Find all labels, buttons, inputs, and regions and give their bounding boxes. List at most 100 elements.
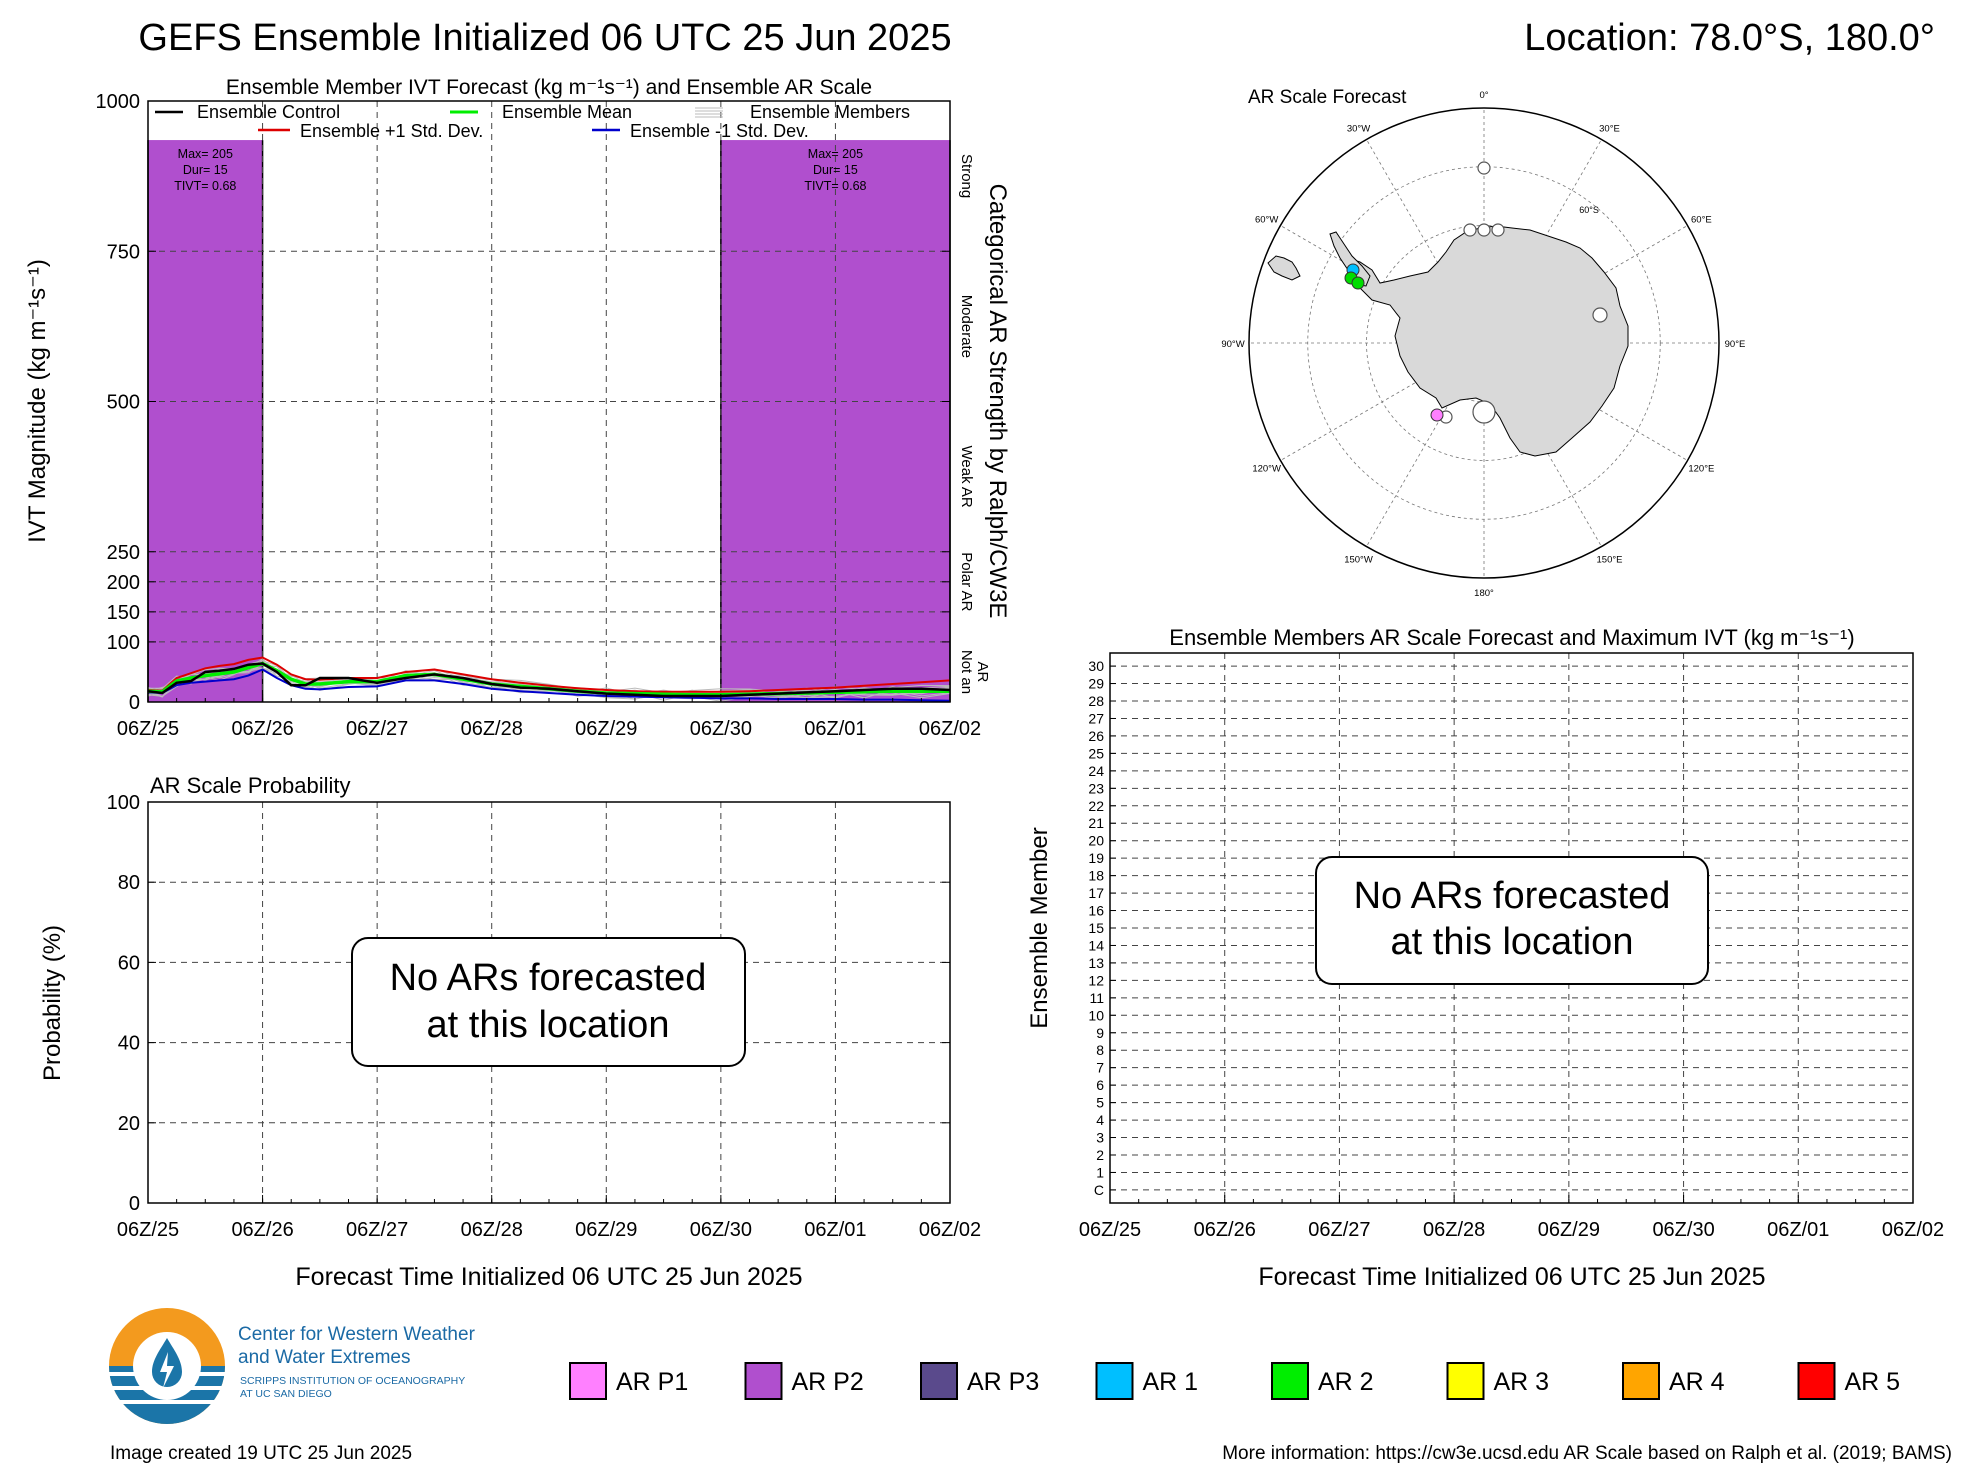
legend-swatch-label: AR P3 — [967, 1368, 1039, 1396]
legend-swatch-ar-p3 — [920, 1362, 958, 1400]
map-title: AR Scale Forecast — [1248, 87, 1407, 108]
members-y-tick-label: 24 — [1088, 763, 1104, 779]
ivt-y-tick-label: 750 — [107, 241, 140, 263]
logo-line4: AT UC SAN DIEGO — [240, 1388, 332, 1400]
ar-event-stat: TIVT= 0.68 — [174, 179, 236, 193]
probability-x-tick-label: 06Z/29 — [575, 1219, 637, 1241]
legend-swatch-ar-p1 — [569, 1362, 607, 1400]
ivt-series-lines — [147, 656, 951, 702]
legend-swatch-label: AR 4 — [1669, 1368, 1725, 1396]
map-marker-open — [1463, 223, 1477, 237]
probability-x-tick-label: 06Z/02 — [919, 1219, 981, 1241]
legend-swatch-label: AR P2 — [792, 1368, 864, 1396]
ivt-right-axis-label: Categorical AR Strength by Ralph/CW3E — [984, 184, 1011, 619]
ivt-x-tick-label: 06Z/30 — [690, 718, 752, 740]
legend-swatch-label: AR 2 — [1318, 1368, 1374, 1396]
map-longitude-label: 150°W — [1344, 555, 1373, 566]
probability-message-line1: No ARs forecasted — [390, 957, 707, 999]
members-y-tick-label: 19 — [1088, 850, 1104, 866]
ivt-y-tick-label: 250 — [107, 542, 140, 564]
probability-y-axis-label: Probability (%) — [39, 925, 66, 1081]
map-longitude-label: 60°E — [1691, 215, 1712, 226]
members-x-tick-label: 06Z/27 — [1308, 1219, 1370, 1241]
page-title: GEFS Ensemble Initialized 06 UTC 25 Jun … — [138, 17, 951, 59]
map-longitude-label: 60°W — [1255, 215, 1278, 226]
probability-y-tick-label: 100 — [107, 792, 140, 814]
ivt-x-tick-label: 06Z/26 — [231, 718, 293, 740]
ensemble-members-chart: C123456789101112131415161718192021222324… — [1026, 625, 1944, 1291]
map-longitude-label: 120°E — [1688, 464, 1714, 475]
ivt-y-tick-label: 200 — [107, 572, 140, 594]
map-marker-arp1 — [1430, 408, 1444, 422]
legend-label-plus: Ensemble +1 Std. Dev. — [300, 121, 483, 141]
ivt-x-tick-label: 06Z/02 — [919, 718, 981, 740]
ar-category-label: Not an — [958, 650, 975, 694]
members-y-tick-label: 25 — [1088, 745, 1104, 761]
ivt-x-tick-label: 06Z/28 — [461, 718, 523, 740]
members-y-tick-label: 14 — [1088, 937, 1104, 953]
ivt-x-tick-label: 06Z/29 — [575, 718, 637, 740]
map-marker-open — [1592, 307, 1608, 323]
probability-x-tick-label: 06Z/26 — [231, 1219, 293, 1241]
map-marker-open — [1477, 223, 1491, 237]
map-marker-open — [1491, 223, 1505, 237]
members-x-axis-label: Forecast Time Initialized 06 UTC 25 Jun … — [1258, 1263, 1765, 1291]
footer-info: More information: https://cw3e.ucsd.edu … — [1222, 1443, 1952, 1464]
members-y-tick-label: 7 — [1096, 1060, 1104, 1076]
series-line-ensemble-1-std-dev- — [147, 656, 951, 693]
map-marker-open — [1477, 161, 1491, 175]
legend-label-control: Ensemble Control — [197, 102, 340, 122]
members-y-tick-label: 3 — [1096, 1130, 1104, 1146]
members-y-tick-label: 16 — [1088, 903, 1104, 919]
map-marker-ar2 — [1351, 276, 1365, 290]
logo-line1: Center for Western Weather — [238, 1324, 476, 1345]
ar-category-labels: Strong Moderate Weak AR Polar AR Not an AR — [958, 154, 991, 694]
members-x-ticks: 06Z/25 06Z/26 06Z/27 06Z/28 06Z/29 06Z/30 06Z/… — [1079, 1195, 1944, 1241]
legend-swatch-label: AR 3 — [1494, 1368, 1550, 1396]
members-x-tick-label: 06Z/28 — [1423, 1219, 1485, 1241]
south-america-tip — [1267, 255, 1301, 281]
map-longitude-label: 120°W — [1252, 464, 1281, 475]
probability-y-ticks: 0 20 40 60 80 100 — [107, 792, 950, 1215]
members-message-line2: at this location — [1391, 921, 1634, 963]
members-y-tick-label: 8 — [1096, 1042, 1104, 1058]
legend-swatch-ar-1 — [1095, 1362, 1134, 1400]
members-y-ticks: C123456789101112131415161718192021222324… — [1088, 658, 1116, 1198]
logo-line2: and Water Extremes — [238, 1347, 410, 1368]
legend-swatch-members — [695, 107, 723, 118]
probability-x-tick-label: 06Z/27 — [346, 1219, 408, 1241]
probability-x-tick-label: 06Z/30 — [690, 1219, 752, 1241]
members-y-axis-label: Ensemble Member — [1026, 827, 1053, 1028]
legend-swatch-ar-5 — [1797, 1362, 1836, 1400]
map-longitude-label: 90°W — [1221, 339, 1244, 350]
location-label: Location: 78.0°S, 180.0° — [1524, 17, 1935, 59]
ivt-legend: Ensemble Control Ensemble Mean Ensemble … — [155, 102, 910, 141]
legend-swatch-ar-4 — [1622, 1362, 1660, 1400]
members-y-tick-label: 23 — [1088, 780, 1104, 796]
members-y-tick-label: 12 — [1088, 972, 1104, 988]
ar-event-bands — [147, 140, 951, 702]
members-y-tick-label: 15 — [1088, 920, 1104, 936]
ivt-y-tick-label: 1000 — [96, 91, 141, 113]
ar-event-stats: Max= 205 Dur= 15 TIVT= 0.68 Max= 205 Dur= 15… — [174, 147, 866, 193]
probability-y-tick-label: 0 — [129, 1193, 140, 1215]
series-line-ensemble-control — [147, 662, 951, 698]
ar-category-label: Moderate — [958, 295, 975, 358]
legend-swatch-ar-2 — [1271, 1362, 1309, 1400]
legend-swatch-label: AR P1 — [616, 1368, 688, 1396]
legend-swatch-label: AR 5 — [1845, 1368, 1901, 1396]
ivt-gridlines — [148, 101, 950, 702]
members-no-ar-message: No ARs forecasted at this location — [1315, 856, 1709, 985]
members-x-tick-label: 06Z/01 — [1767, 1219, 1829, 1241]
probability-x-tick-label: 06Z/25 — [117, 1219, 179, 1241]
ar-event-stat: Dur= 15 — [183, 163, 228, 177]
members-y-tick-label: C — [1094, 1182, 1104, 1198]
legend-swatch-ar-3 — [1446, 1362, 1485, 1400]
ar-event-band — [148, 140, 263, 702]
ar-event-stat: Dur= 15 — [813, 163, 858, 177]
cw3e-logo: Center for Western Weather and Water Ext… — [109, 1308, 476, 1424]
ivt-x-tick-label: 06Z/01 — [804, 718, 866, 740]
